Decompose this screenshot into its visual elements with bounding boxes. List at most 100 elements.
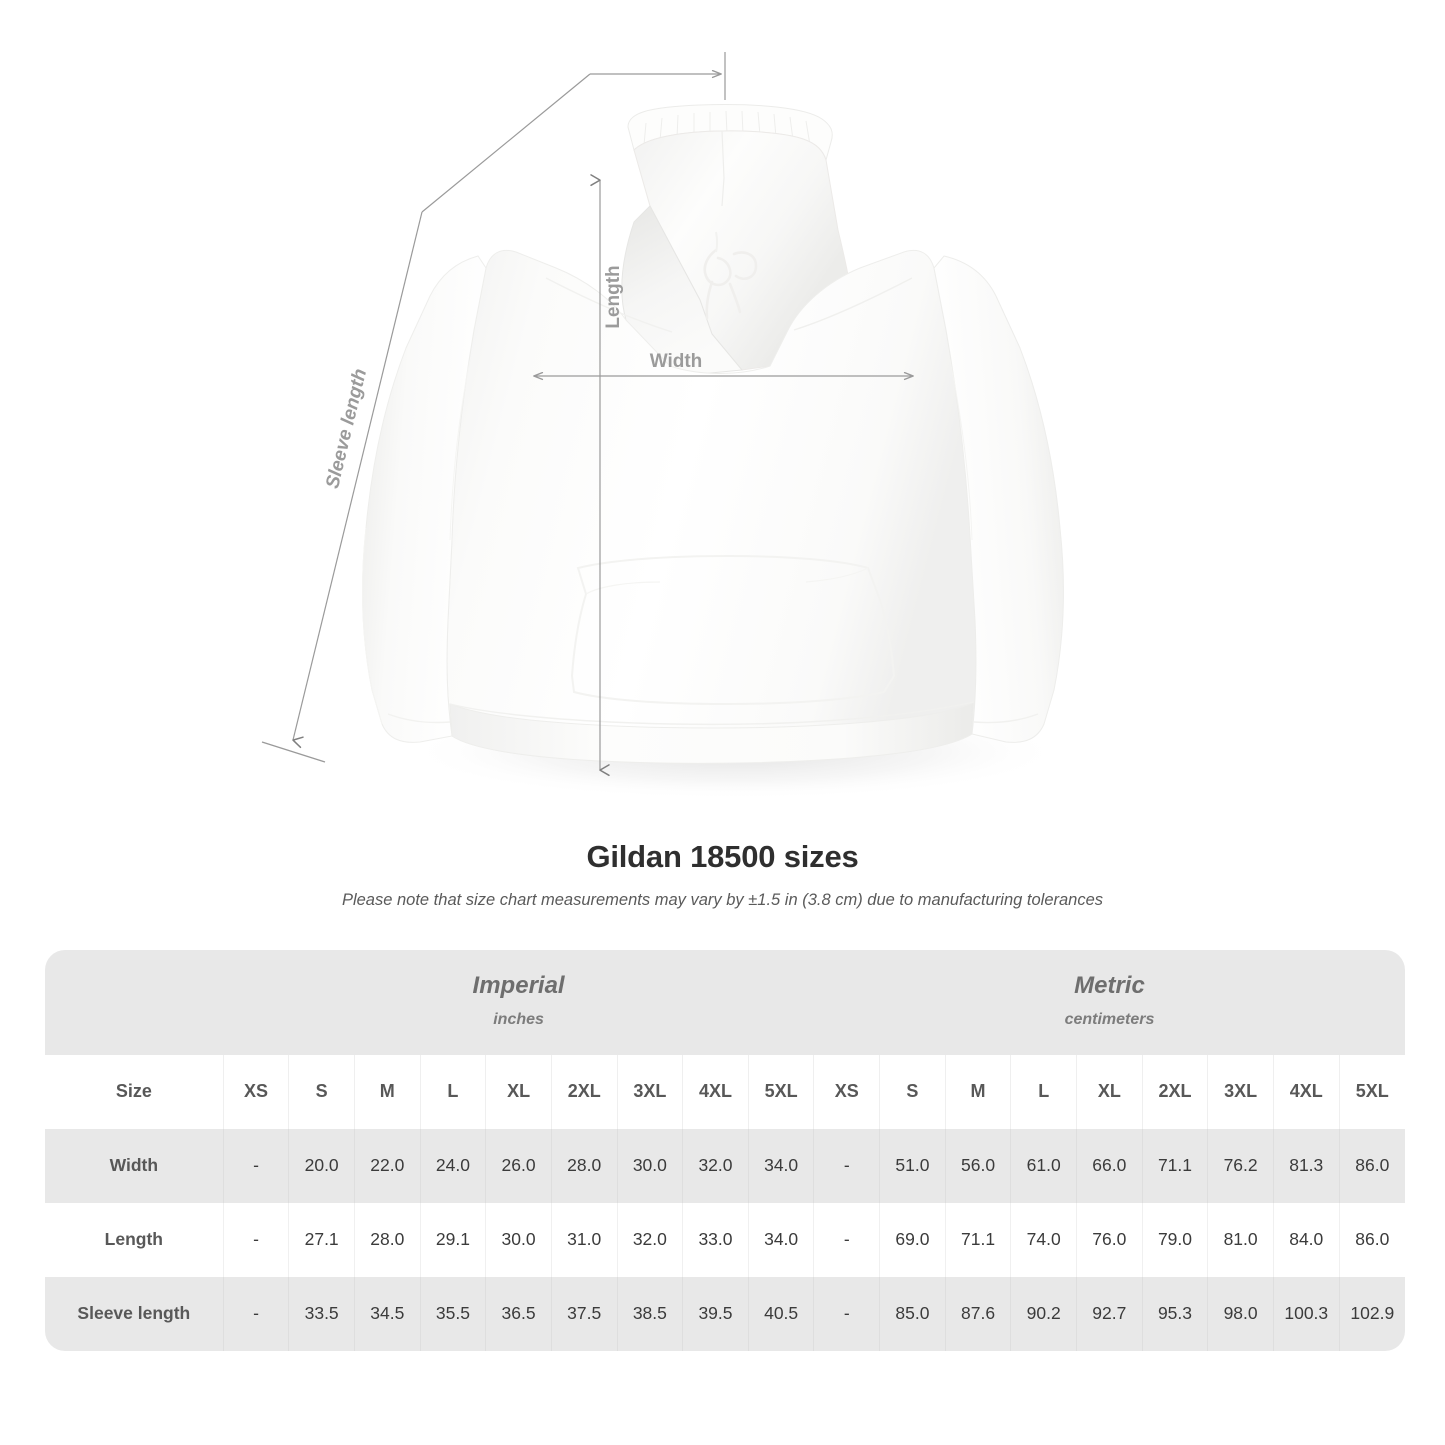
unit-header-spacer [45,950,224,1055]
cell-metric-2xl: 95.3 [1141,1276,1208,1351]
sleeve-right [933,255,1064,743]
cell-metric-3xl: 81.0 [1207,1202,1274,1277]
size-column-header-imperial-5xl: 5XL [747,1054,814,1129]
size-column-header-metric-l: L [1010,1054,1077,1129]
cell-imperial-3xl: 30.0 [616,1128,683,1203]
sleeve-right-fold [949,359,973,541]
cell-imperial-4xl: 39.5 [682,1276,749,1351]
measurement-annotations: Sleeve length Length Width [261,52,913,777]
measurement-tolerance-note: Please note that size chart measurements… [341,890,1104,909]
cell-metric-m: 71.1 [944,1202,1011,1277]
cell-imperial-xl: 36.5 [485,1276,552,1351]
cell-imperial-2xl: 28.0 [550,1128,618,1203]
drawstring-neck [715,231,719,253]
sleeve-end-tick [261,741,326,763]
hoodie-garment [362,104,1064,764]
shoulder-seam-left [545,277,673,333]
size-table-body: Width -20.0 22.0 24.0 26.0 28.0 30.0 32.0 34.0-5… [45,1128,1405,1351]
cell-imperial-l: 35.5 [419,1276,486,1351]
unit-header-metric: Metric centimeters [813,950,1405,1055]
unit-name: Imperial [472,972,565,999]
cell-imperial-2xl: 37.5 [550,1276,618,1351]
cell-imperial-2xl: 31.0 [550,1202,618,1277]
hoodie-illustration: Sleeve length Length Width [261,52,1065,800]
cell-imperial-xs: - [222,1202,289,1277]
cell-metric-xl: 92.7 [1076,1276,1143,1351]
cell-metric-l: 61.0 [1010,1128,1077,1203]
cell-metric-s: 69.0 [879,1202,946,1277]
cell-metric-m: 87.6 [944,1276,1011,1351]
chart-heading: Gildan 18500 sizes Please note that size… [0,838,1445,911]
size-column-header-metric-xl: XL [1076,1054,1143,1129]
size-column-header-metric-m: M [944,1054,1011,1129]
length-label: Length [603,265,624,328]
cell-imperial-xl: 30.0 [485,1202,552,1277]
cell-imperial-s: 33.5 [288,1276,355,1351]
sleeve-leader-diagonal [421,73,591,213]
size-column-header-imperial-m: M [353,1054,421,1129]
size-header-row: Size XS S M L XL 2XL 3XL 4XL 5XL XS S M L XL 2XL 3XL 4XL… [45,1054,1405,1129]
cell-metric-4xl: 81.3 [1272,1128,1340,1203]
size-column-header-imperial-xl: XL [485,1054,552,1129]
cell-metric-3xl: 76.2 [1207,1128,1274,1203]
cell-imperial-s: 20.0 [288,1128,355,1203]
cell-imperial-m: 34.5 [353,1276,421,1351]
cell-metric-2xl: 79.0 [1141,1202,1208,1277]
kangaroo-pocket [570,554,896,706]
measurement-row-label: Length [104,1229,163,1250]
cell-metric-4xl: 84.0 [1272,1202,1340,1277]
measurement-row-label: Width [109,1155,159,1176]
cell-metric-xl: 66.0 [1076,1128,1143,1203]
cell-imperial-s: 27.1 [288,1202,355,1277]
size-column-header-imperial-3xl: 3XL [616,1054,683,1129]
cell-imperial-xs: - [222,1128,289,1203]
unit-name: Metric [1074,972,1145,999]
cell-imperial-l: 29.1 [419,1202,486,1277]
size-chart-table: Imperial inches Metric centimeters Size XS S… [45,950,1405,1351]
hood-center-seam [721,130,725,207]
size-chart-container: Imperial inches Metric centimeters Size XS S… [45,950,1405,1351]
size-column-header-metric-s: S [879,1054,946,1129]
cell-imperial-5xl: 34.0 [747,1202,814,1277]
cell-imperial-3xl: 38.5 [616,1276,683,1351]
unit-subtitle: inches [493,1010,544,1028]
size-header-label: Size [115,1081,152,1102]
size-column-header-metric-5xl: 5XL [1338,1054,1405,1129]
size-column-header-metric-xs: XS [813,1054,880,1129]
cell-metric-5xl: 102.9 [1338,1276,1405,1351]
sleeve-left-edge [362,527,383,725]
cell-metric-3xl: 98.0 [1207,1276,1274,1351]
table-row: Length -27.1 28.0 29.1 30.0 31.0 32.0 33.0 34.0-… [45,1202,1405,1277]
cuff-seam-right [973,713,1039,724]
cell-metric-xs: - [813,1202,880,1277]
measurement-row-label: Sleeve length [77,1303,191,1324]
size-column-header-metric-2xl: 2XL [1141,1054,1208,1129]
cell-imperial-4xl: 33.0 [682,1202,749,1277]
cell-imperial-xs: - [222,1276,289,1351]
size-column-header-imperial-s: S [288,1054,355,1129]
table-row: Width -20.0 22.0 24.0 26.0 28.0 30.0 32.0 34.0-5… [45,1128,1405,1203]
cell-metric-xl: 76.0 [1076,1202,1143,1277]
pocket-opening-right [805,567,869,583]
cell-metric-l: 90.2 [1010,1276,1077,1351]
cuff-seam-left [387,713,451,724]
cell-imperial-m: 28.0 [353,1202,421,1277]
cell-metric-5xl: 86.0 [1338,1128,1405,1203]
cell-metric-2xl: 71.1 [1141,1128,1208,1203]
cell-imperial-5xl: 34.0 [747,1128,814,1203]
cell-imperial-3xl: 32.0 [616,1202,683,1277]
product-diagram: Sleeve length Length Width [261,52,1065,800]
shoulder-seam-right [793,277,913,331]
size-column-header-imperial-xs: XS [222,1054,289,1129]
hood-drawstring [703,248,758,320]
cell-imperial-m: 22.0 [353,1128,421,1203]
size-table-head: Imperial inches Metric centimeters Size XS S… [45,950,1405,1129]
sleeve-length-line [292,211,423,749]
cell-metric-m: 56.0 [944,1128,1011,1203]
size-column-header-imperial-4xl: 4XL [682,1054,749,1129]
cell-metric-s: 85.0 [879,1276,946,1351]
unit-subtitle: centimeters [1064,1010,1155,1028]
cell-metric-l: 74.0 [1010,1202,1077,1277]
sleeve-length-label: Sleeve length [322,367,371,491]
cell-metric-4xl: 100.3 [1272,1276,1340,1351]
